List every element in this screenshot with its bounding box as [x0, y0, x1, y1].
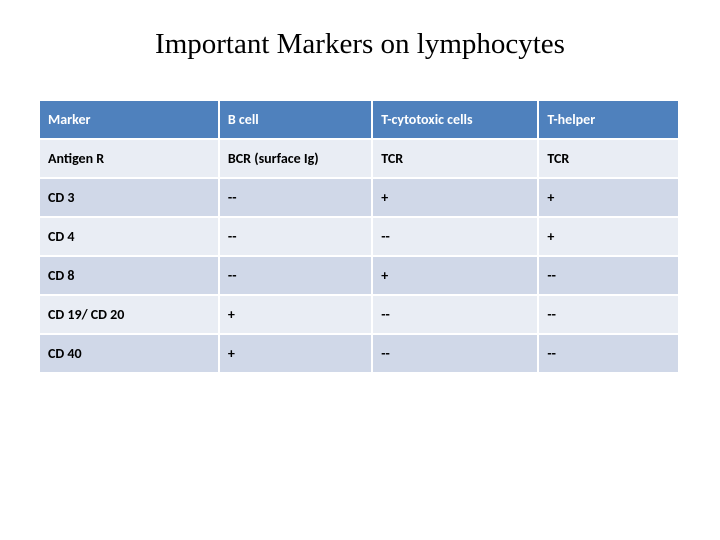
- table-row: CD 3 -- + +: [40, 178, 679, 217]
- cell: --: [219, 217, 372, 256]
- cell: --: [372, 217, 538, 256]
- cell: --: [372, 334, 538, 373]
- cell: +: [219, 334, 372, 373]
- table-row: CD 40 + -- --: [40, 334, 679, 373]
- cell: --: [372, 295, 538, 334]
- cell: TCR: [372, 139, 538, 178]
- col-header: T-cytotoxic cells: [372, 101, 538, 139]
- cell: +: [538, 178, 679, 217]
- table-row: CD 4 -- -- +: [40, 217, 679, 256]
- cell: BCR (surface Ig): [219, 139, 372, 178]
- markers-table: Marker B cell T-cytotoxic cells T-helper…: [40, 101, 680, 374]
- table-row: Antigen R BCR (surface Ig) TCR TCR: [40, 139, 679, 178]
- cell: CD 40: [40, 334, 219, 373]
- cell: --: [219, 178, 372, 217]
- cell: --: [538, 256, 679, 295]
- cell: TCR: [538, 139, 679, 178]
- col-header: T-helper: [538, 101, 679, 139]
- page-title: Important Markers on lymphocytes: [0, 28, 720, 61]
- cell: --: [538, 334, 679, 373]
- cell: CD 19/ CD 20: [40, 295, 219, 334]
- cell: +: [372, 178, 538, 217]
- table-row: CD 8 -- + --: [40, 256, 679, 295]
- cell: +: [538, 217, 679, 256]
- cell: Antigen R: [40, 139, 219, 178]
- col-header: Marker: [40, 101, 219, 139]
- cell: --: [538, 295, 679, 334]
- cell: CD 8: [40, 256, 219, 295]
- col-header: B cell: [219, 101, 372, 139]
- cell: +: [219, 295, 372, 334]
- cell: CD 3: [40, 178, 219, 217]
- cell: CD 4: [40, 217, 219, 256]
- table-header-row: Marker B cell T-cytotoxic cells T-helper: [40, 101, 679, 139]
- slide: Important Markers on lymphocytes Marker …: [0, 0, 720, 540]
- cell: --: [219, 256, 372, 295]
- cell: +: [372, 256, 538, 295]
- table-row: CD 19/ CD 20 + -- --: [40, 295, 679, 334]
